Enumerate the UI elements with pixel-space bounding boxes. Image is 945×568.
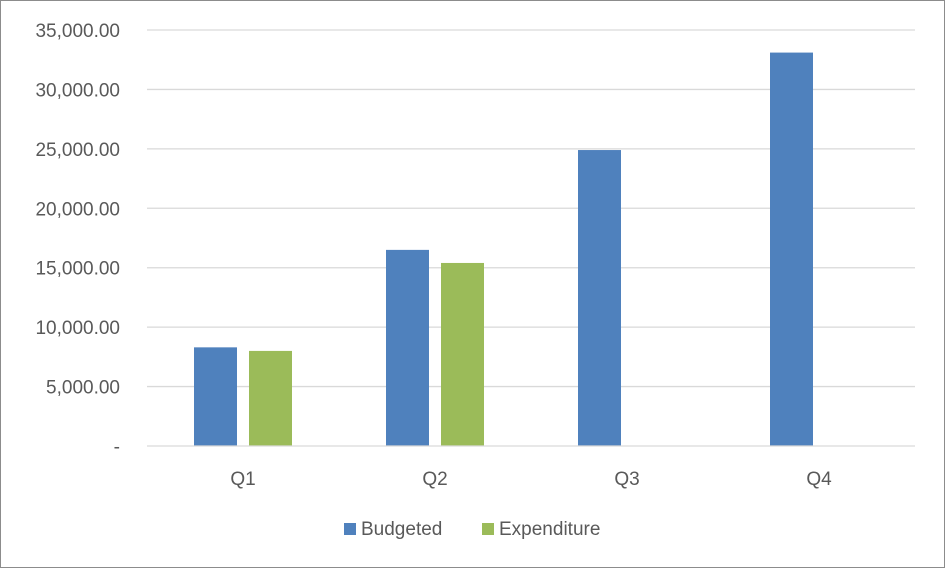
legend-label-budgeted: Budgeted (361, 519, 442, 540)
x-tick-label: Q1 (230, 469, 255, 490)
x-tick-label: Q4 (806, 469, 832, 490)
y-tick-label: 30,000.00 (35, 80, 120, 101)
y-tick-label: 35,000.00 (35, 21, 120, 42)
legend: Budgeted Expenditure (344, 519, 600, 540)
legend-swatch-budgeted (344, 523, 356, 535)
bar-expenditure-q2 (441, 262, 484, 446)
bar-budgeted-q2 (386, 249, 429, 446)
legend-label-expenditure: Expenditure (499, 519, 600, 540)
gridlines (147, 29, 915, 388)
y-tick-label: - (114, 437, 120, 458)
bar-expenditure-q1 (249, 350, 292, 446)
x-axis-tick-labels: Q1 Q2 Q3 Q4 (230, 469, 832, 490)
x-tick-label: Q3 (614, 469, 639, 490)
x-tick-label: Q2 (422, 469, 447, 490)
bar-budgeted-q4 (770, 52, 813, 446)
y-axis-tick-labels: - 5,000.00 10,000.00 15,000.00 20,000.00 25,0… (35, 21, 120, 458)
y-tick-label: 25,000.00 (35, 140, 120, 161)
bar-budgeted-q1 (194, 347, 237, 446)
bars (194, 52, 813, 446)
bar-budgeted-q3 (578, 150, 621, 446)
y-tick-label: 20,000.00 (35, 199, 120, 220)
legend-swatch-expenditure (482, 523, 494, 535)
y-tick-label: 5,000.00 (46, 378, 120, 399)
y-tick-label: 15,000.00 (35, 259, 120, 280)
y-tick-label: 10,000.00 (35, 318, 120, 339)
